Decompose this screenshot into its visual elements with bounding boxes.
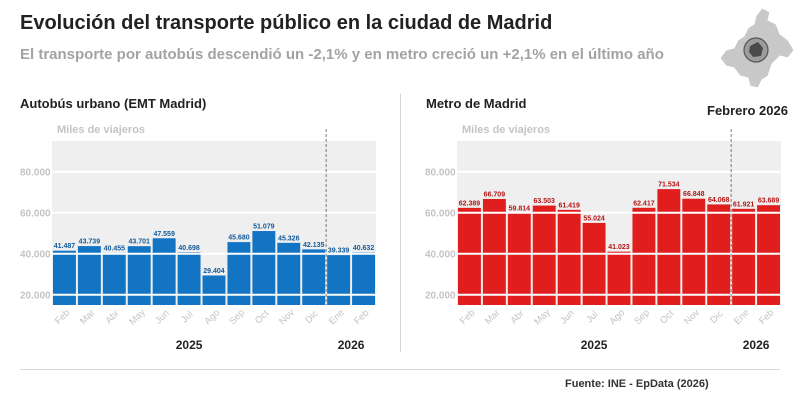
bus-bar <box>202 275 226 305</box>
period-label: Febrero 2026 <box>707 103 788 118</box>
metro-bar-value-label: 62.389 <box>459 200 481 207</box>
metro-bar-value-label: 66.848 <box>683 191 705 198</box>
metro-x-tick-label: Dic <box>708 308 726 326</box>
bus-bar <box>53 250 76 305</box>
metro-x-tick-label: Sep <box>632 307 652 327</box>
bus-bar <box>152 238 176 305</box>
metro-x-tick-label: Feb <box>757 308 776 327</box>
metro-x-tick-label: Mar <box>483 308 502 327</box>
bus-bar-value-label: 41.487 <box>54 243 76 250</box>
metro-x-tick-label: Jul <box>584 309 600 325</box>
bus-y-tick-label: 80.000 <box>20 167 51 178</box>
metro-bar <box>632 207 656 305</box>
bus-bar <box>127 246 151 305</box>
metro-y-tick-label: 40.000 <box>425 249 456 260</box>
metro-x-tick-label: Abr <box>508 308 526 326</box>
metro-bar <box>582 222 606 305</box>
metro-chart-title: Metro de Madrid <box>426 96 527 111</box>
metro-bar-value-label: 61.921 <box>733 201 755 208</box>
metro-x-tick-label: Ene <box>732 307 752 327</box>
bus-bar <box>352 252 375 305</box>
metro-bar <box>458 207 481 305</box>
metro-bar-value-label: 59.814 <box>509 206 531 213</box>
metro-bar-value-label: 71.534 <box>658 182 680 189</box>
bus-bar-value-label: 42.135 <box>303 242 325 249</box>
bus-y-tick-label: 40.000 <box>20 249 51 260</box>
metro-bar-value-label: 62.417 <box>633 200 655 207</box>
bus-bar-value-label: 51.079 <box>253 224 275 231</box>
bus-year-label: 2026 <box>338 338 365 352</box>
bus-bar-value-label: 40.455 <box>104 245 126 252</box>
bus-bar <box>302 249 326 305</box>
bus-bar-value-label: 39.339 <box>328 248 350 255</box>
bus-bar <box>227 242 251 305</box>
metro-y-tick-label: 80.000 <box>425 167 456 178</box>
bus-bar <box>252 231 276 305</box>
bus-bar <box>77 246 101 305</box>
metro-unit-label: Miles de viajeros <box>462 124 550 136</box>
metro-bar <box>732 208 756 305</box>
metro-bar-value-label: 66.709 <box>484 191 506 198</box>
bus-bar <box>327 255 351 305</box>
bus-bar-value-label: 45.326 <box>278 235 300 242</box>
bus-bar-value-label: 43.739 <box>79 239 101 246</box>
metro-year-label: 2025 <box>581 338 608 352</box>
metro-x-tick-label: Jun <box>558 308 577 327</box>
madrid-region-map-icon <box>719 7 795 89</box>
bus-bar <box>177 252 201 305</box>
bus-unit-label: Miles de viajeros <box>57 124 145 136</box>
metro-x-tick-label: May <box>532 307 553 328</box>
metro-bar <box>532 205 556 305</box>
metro-x-tick-label: Feb <box>458 308 477 327</box>
bus-bar-value-label: 45.680 <box>228 235 250 242</box>
bus-bar-value-label: 43.701 <box>129 239 151 246</box>
metro-bar <box>507 213 531 305</box>
metro-chart: Miles de viajeros 20.000 40.000 60.000 80.00… <box>425 124 781 352</box>
bus-bar <box>102 252 126 305</box>
metro-x-tick-label: Ago <box>607 307 627 327</box>
bus-y-tick-label: 60.000 <box>20 208 51 219</box>
metro-bar <box>682 198 706 305</box>
page-title: Evolución del transporte público en la c… <box>20 12 553 34</box>
metro-bar-value-label: 61.419 <box>558 202 580 209</box>
metro-bar <box>757 205 780 305</box>
metro-y-tick-label: 20.000 <box>425 290 456 301</box>
bus-y-tick-label: 20.000 <box>20 290 51 301</box>
metro-bar-value-label: 63.689 <box>758 198 780 205</box>
page-subtitle: El transporte por autobús descendió un -… <box>20 46 664 63</box>
metro-bar-value-label: 63.503 <box>534 198 556 205</box>
metro-x-tick-label: Nov <box>682 307 702 327</box>
metro-bar <box>557 209 581 305</box>
metro-bar-value-label: 55.024 <box>583 215 605 222</box>
footer-rule <box>20 369 780 370</box>
bus-chart-title: Autobús urbano (EMT Madrid) <box>20 96 207 111</box>
bus-bar-value-label: 29.404 <box>203 268 225 275</box>
source-note: Fuente: INE - EpData (2026) <box>565 378 709 390</box>
bus-bar <box>277 242 301 305</box>
metro-x-tick-label: Oct <box>658 308 676 326</box>
panel-divider <box>400 94 401 352</box>
bus-bar-value-label: 40.632 <box>353 245 375 252</box>
metro-bar <box>607 251 631 305</box>
bus-chart: Miles de viajeros 20.000 40.000 60.000 80.00… <box>20 124 376 352</box>
bus-bar-value-label: 47.559 <box>153 231 175 238</box>
metro-bar-value-label: 41.023 <box>608 244 630 251</box>
bus-bar-value-label: 40.698 <box>178 245 200 252</box>
metro-bar-value-label: 64.068 <box>708 197 730 204</box>
metro-year-label: 2026 <box>743 338 770 352</box>
metro-bar <box>482 198 506 305</box>
metro-bar <box>657 189 681 305</box>
bus-year-label: 2025 <box>176 338 203 352</box>
metro-y-tick-label: 60.000 <box>425 208 456 219</box>
